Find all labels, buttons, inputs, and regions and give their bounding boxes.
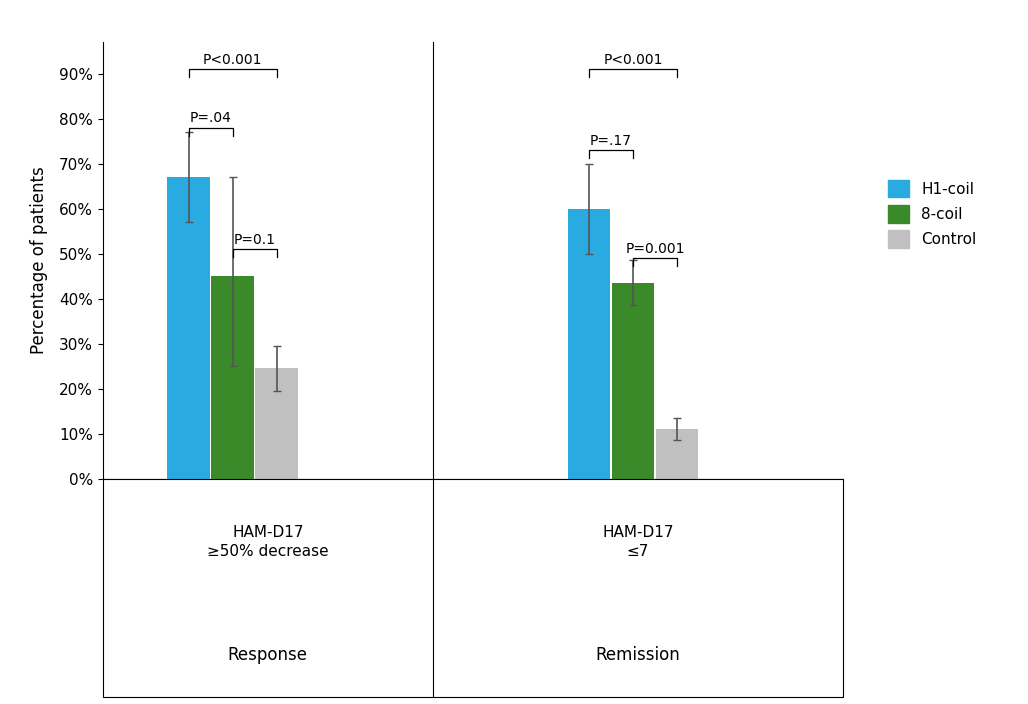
Text: Response: Response (228, 646, 307, 664)
Bar (612, 283, 654, 479)
Text: P=.17: P=.17 (590, 134, 632, 148)
Bar (567, 208, 611, 479)
Text: P=0.001: P=0.001 (625, 242, 685, 256)
Legend: H1-coil, 8-coil, Control: H1-coil, 8-coil, Control (880, 172, 985, 256)
Y-axis label: Percentage of patients: Percentage of patients (30, 167, 48, 354)
Text: P=0.1: P=0.1 (233, 233, 276, 247)
Text: P<0.001: P<0.001 (603, 53, 663, 67)
Text: HAM-D17
≥50% decrease: HAM-D17 ≥50% decrease (207, 524, 329, 560)
Text: P<0.001: P<0.001 (204, 53, 262, 67)
Bar (212, 276, 254, 479)
Bar (656, 429, 698, 479)
Bar (168, 177, 210, 479)
Text: Remission: Remission (595, 646, 681, 664)
Bar (256, 368, 298, 479)
Text: P=.04: P=.04 (190, 111, 231, 125)
Text: HAM-D17
≤7: HAM-D17 ≤7 (602, 524, 673, 560)
